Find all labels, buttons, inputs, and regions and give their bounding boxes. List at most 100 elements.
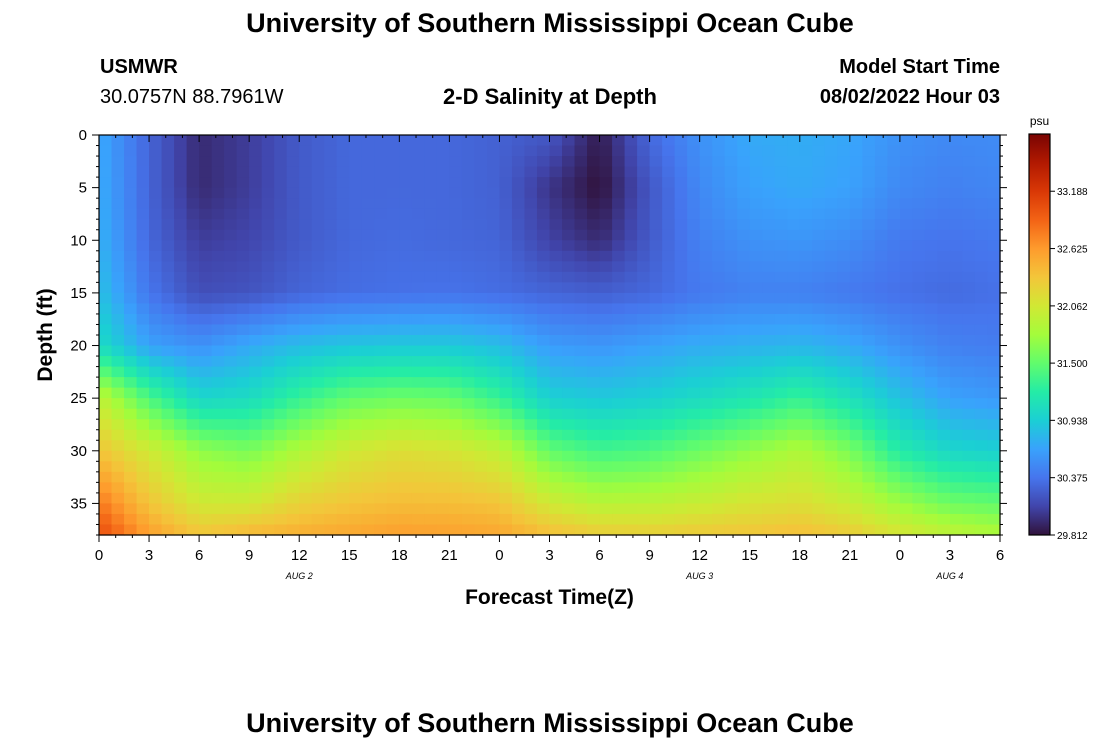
heatmap-cell xyxy=(424,503,438,515)
heatmap-cell xyxy=(849,313,863,326)
colorbar-tick-label: 30.375 xyxy=(1057,474,1088,485)
heatmap-cell xyxy=(124,524,138,536)
heatmap-cell xyxy=(837,503,851,515)
heatmap-cell xyxy=(562,450,576,462)
heatmap-cell xyxy=(511,440,526,452)
heatmap-cell xyxy=(799,429,813,441)
heatmap-cell xyxy=(949,450,964,462)
heatmap-cell xyxy=(99,240,113,252)
heatmap-cell xyxy=(924,377,939,389)
heatmap-cell xyxy=(662,292,676,305)
heatmap-cell xyxy=(399,461,413,473)
heatmap-cell xyxy=(161,482,175,494)
heatmap-cell xyxy=(749,492,763,505)
heatmap-cell xyxy=(587,145,601,157)
heatmap-cell xyxy=(862,303,876,315)
heatmap-cell xyxy=(411,471,425,483)
colorbar-ticks: 29.81230.37530.93831.50032.06232.62533.1… xyxy=(1050,187,1088,542)
heatmap-cell xyxy=(399,208,413,220)
heatmap-cell xyxy=(774,229,788,241)
heatmap-cell xyxy=(837,292,851,305)
heatmap-cell xyxy=(361,503,375,515)
heatmap-cell xyxy=(461,145,476,157)
heatmap-cell xyxy=(261,166,275,178)
heatmap-cell xyxy=(737,471,751,483)
heatmap-cell xyxy=(499,271,513,283)
heatmap-cell xyxy=(324,471,338,483)
station-coordinates: 30.0757N 88.7961W xyxy=(100,86,284,108)
heatmap-cell xyxy=(311,398,325,410)
heatmap-cell xyxy=(299,145,313,157)
heatmap-cell xyxy=(399,292,413,305)
heatmap-cell xyxy=(962,482,976,494)
heatmap-cell xyxy=(499,366,513,378)
heatmap-cell xyxy=(199,450,213,462)
heatmap-cell xyxy=(449,156,463,168)
heatmap-cell xyxy=(587,450,601,462)
heatmap-cell xyxy=(286,398,300,410)
heatmap-cell xyxy=(211,240,225,252)
heatmap-cell xyxy=(211,356,225,368)
heatmap-cell xyxy=(774,219,788,231)
heatmap-cell xyxy=(574,482,588,494)
heatmap-cell xyxy=(912,398,926,410)
heatmap-cell xyxy=(849,261,863,273)
heatmap-cell xyxy=(549,429,563,441)
heatmap-cell xyxy=(712,135,726,147)
heatmap-cell xyxy=(687,377,701,389)
heatmap-cell xyxy=(224,324,238,336)
heatmap-cell xyxy=(912,208,926,220)
heatmap-cell xyxy=(637,219,651,231)
heatmap-cell xyxy=(824,377,838,389)
heatmap-cell xyxy=(849,419,863,431)
y-tick-label: 10 xyxy=(70,232,87,249)
heatmap-cell xyxy=(549,356,563,368)
heatmap-cell xyxy=(524,377,538,389)
heatmap-cell xyxy=(787,313,801,326)
heatmap-cell xyxy=(236,471,250,483)
heatmap-cell xyxy=(511,313,526,326)
heatmap-cell xyxy=(862,429,876,441)
heatmap-cell xyxy=(449,219,463,231)
heatmap-cell xyxy=(249,408,263,420)
chart-subtitle: 2-D Salinity at Depth xyxy=(443,84,657,109)
heatmap-cell xyxy=(724,356,738,368)
heatmap-cell xyxy=(562,240,576,252)
heatmap-cell xyxy=(624,377,638,389)
heatmap-cell xyxy=(737,366,751,378)
heatmap-cell xyxy=(712,335,726,347)
heatmap-cell xyxy=(411,166,425,178)
heatmap-cell xyxy=(699,513,713,526)
heatmap-cell xyxy=(887,135,901,147)
heatmap-cell xyxy=(449,208,463,220)
heatmap-cell xyxy=(236,419,250,431)
heatmap-cell xyxy=(612,292,626,305)
heatmap-cell xyxy=(536,303,551,315)
heatmap-cell xyxy=(587,387,601,399)
heatmap-cell xyxy=(99,377,113,389)
heatmap-cell xyxy=(799,335,813,347)
heatmap-cell xyxy=(787,292,801,305)
heatmap-cell xyxy=(211,292,225,305)
heatmap-cell xyxy=(386,271,400,283)
heatmap-cell xyxy=(799,250,813,262)
heatmap-cell xyxy=(687,398,701,410)
heatmap-cell xyxy=(174,387,188,399)
heatmap-cell xyxy=(662,271,676,283)
heatmap-cell xyxy=(511,398,526,410)
heatmap-cell xyxy=(186,503,200,515)
heatmap-cell xyxy=(674,429,688,441)
heatmap-cell xyxy=(211,324,225,336)
heatmap-cell xyxy=(261,345,275,357)
heatmap-cell xyxy=(261,440,275,452)
heatmap-cell xyxy=(261,250,275,262)
heatmap-cell xyxy=(524,292,538,305)
heatmap-cell xyxy=(424,377,438,389)
heatmap-cell xyxy=(749,198,763,210)
heatmap-cell xyxy=(211,503,225,515)
heatmap-cell xyxy=(299,271,313,283)
heatmap-cell xyxy=(962,187,976,199)
heatmap-cell xyxy=(124,440,138,452)
heatmap-cell xyxy=(912,513,926,526)
